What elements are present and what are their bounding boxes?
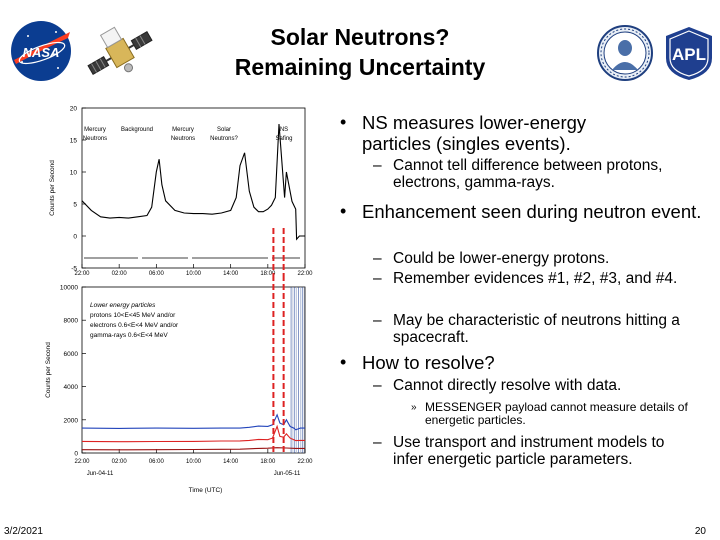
- footer-date: 3/2/2021: [4, 526, 43, 537]
- x-tick-label: 06:00: [149, 459, 165, 465]
- x-tick-label: 18:00: [260, 271, 276, 275]
- annotation-line2: Safing: [275, 136, 292, 142]
- bullet-1-sub-1-text: Cannot tell difference between protons, …: [393, 157, 663, 191]
- annotation-line1: Mercury: [172, 127, 194, 133]
- x-tick-label: 18:00: [260, 459, 276, 465]
- x-axis-label: Time (UTC): [189, 487, 223, 494]
- annotation-line2: Neutrons?: [210, 136, 238, 142]
- bullet-3-sub-1-text: Cannot directly resolve with data.: [393, 377, 622, 394]
- y-tick-label: 20: [70, 106, 78, 113]
- y-axis-label: Counts per Second: [45, 342, 52, 398]
- legend-text: Lower energy particles: [90, 302, 156, 309]
- y-tick-label: 0: [74, 451, 78, 458]
- y-axis-label: Counts per Second: [49, 160, 56, 216]
- x-tick-label: 06:00: [149, 271, 165, 275]
- messenger-spacecraft-icon: [87, 26, 153, 76]
- plot-frame: [81, 107, 306, 269]
- slide-title: Solar Neutrons? Remaining Uncertainty: [150, 22, 570, 82]
- y-tick-label: 4000: [64, 384, 79, 391]
- title-line-2: Remaining Uncertainty: [234, 54, 486, 80]
- annotation-line1: Background: [121, 127, 153, 133]
- x-tick-label: 02:00: [112, 271, 128, 275]
- apl-logo: APL: [666, 27, 712, 80]
- y-tick-label: 0: [73, 234, 77, 241]
- counts-line: [81, 123, 305, 241]
- annotation-line1: Mercury: [84, 127, 106, 133]
- bullet-3-sub-1-sub-1-text: MESSENGER payload cannot measure details…: [425, 400, 688, 427]
- legend-text: electrons 0.6<E<4 MeV and/or: [90, 322, 179, 329]
- legend-text: gamma-rays 0.6<E<4 MeV: [90, 332, 168, 339]
- x-tick-label: 10:00: [186, 271, 202, 275]
- bullet-2-sub-2: – Remember evidences #1, #2, #3, and #4.: [373, 270, 678, 287]
- y-tick-label: 10000: [60, 285, 78, 292]
- y-tick-label: 5: [73, 202, 77, 209]
- x-tick-label: 22:00: [297, 271, 313, 275]
- bullet-3: • How to resolve?: [340, 352, 495, 373]
- date-end: Jun-05-11: [274, 471, 301, 477]
- date-start: Jun-04-11: [87, 471, 114, 477]
- johns-hopkins-seal-icon: [597, 25, 653, 81]
- nasa-logo: NASA: [11, 21, 71, 81]
- annotation-line1: NS: [280, 127, 288, 133]
- bullet-3-sub-1: – Cannot directly resolve with data.: [373, 377, 622, 394]
- annotation-line2: Neutrons: [83, 136, 107, 142]
- apl-logo-text: APL: [672, 45, 706, 64]
- bullet-2-sub-3-text: May be characteristic of neutrons hittin…: [393, 312, 680, 346]
- annotation-line2: Neutrons: [171, 136, 195, 142]
- x-tick-label: 14:00: [223, 271, 239, 275]
- bullet-3-text: How to resolve?: [362, 352, 495, 373]
- bullet-1-text: NS measures lower-energy particles (sing…: [362, 112, 587, 154]
- y-tick-label: 10: [70, 170, 78, 177]
- x-tick-label: 10:00: [186, 459, 202, 465]
- x-tick-label: 22:00: [74, 459, 90, 465]
- annotation-line1: Solar: [217, 127, 231, 133]
- footer-page-number: 20: [694, 526, 706, 537]
- bullet-2: • Enhancement seen during neutron event.: [340, 201, 702, 222]
- bullet-2-sub-3: – May be characteristic of neutrons hitt…: [373, 312, 680, 346]
- legend-text: protons 10<E<45 MeV and/or: [90, 312, 176, 319]
- bullet-3-sub-2-text: Use transport and instrument models to i…: [393, 434, 665, 468]
- bullet-2-sub-2-text: Remember evidences #1, #2, #3, and #4.: [393, 270, 678, 287]
- bullet-3-sub-1-sub-1: » MESSENGER payload cannot measure detai…: [411, 400, 688, 427]
- bullet-1: • NS measures lower-energy particles (si…: [340, 112, 587, 154]
- title-line-1: Solar Neutrons?: [270, 24, 450, 50]
- bullet-2-text: Enhancement seen during neutron event.: [362, 201, 702, 222]
- y-tick-label: -5: [71, 266, 77, 273]
- y-tick-label: 6000: [64, 351, 79, 358]
- y-tick-label: 8000: [64, 318, 79, 325]
- x-tick-label: 22:00: [297, 459, 313, 465]
- nasa-logo-text: NASA: [23, 45, 60, 60]
- x-tick-label: 14:00: [223, 459, 239, 465]
- bullet-3-sub-2: – Use transport and instrument models to…: [373, 434, 665, 468]
- bullet-2-sub-1-text: Could be lower-energy protons.: [393, 250, 610, 267]
- y-tick-label: 2000: [64, 417, 79, 424]
- bullet-1-sub-1: – Cannot tell difference between protons…: [373, 157, 663, 191]
- bullet-2-sub-1: – Could be lower-energy protons.: [373, 250, 610, 267]
- x-tick-label: 22:00: [74, 271, 90, 275]
- y-tick-label: 15: [70, 138, 78, 145]
- x-tick-label: 02:00: [112, 459, 128, 465]
- dark_red-series-line: [81, 447, 305, 451]
- plot-frame: [81, 286, 306, 454]
